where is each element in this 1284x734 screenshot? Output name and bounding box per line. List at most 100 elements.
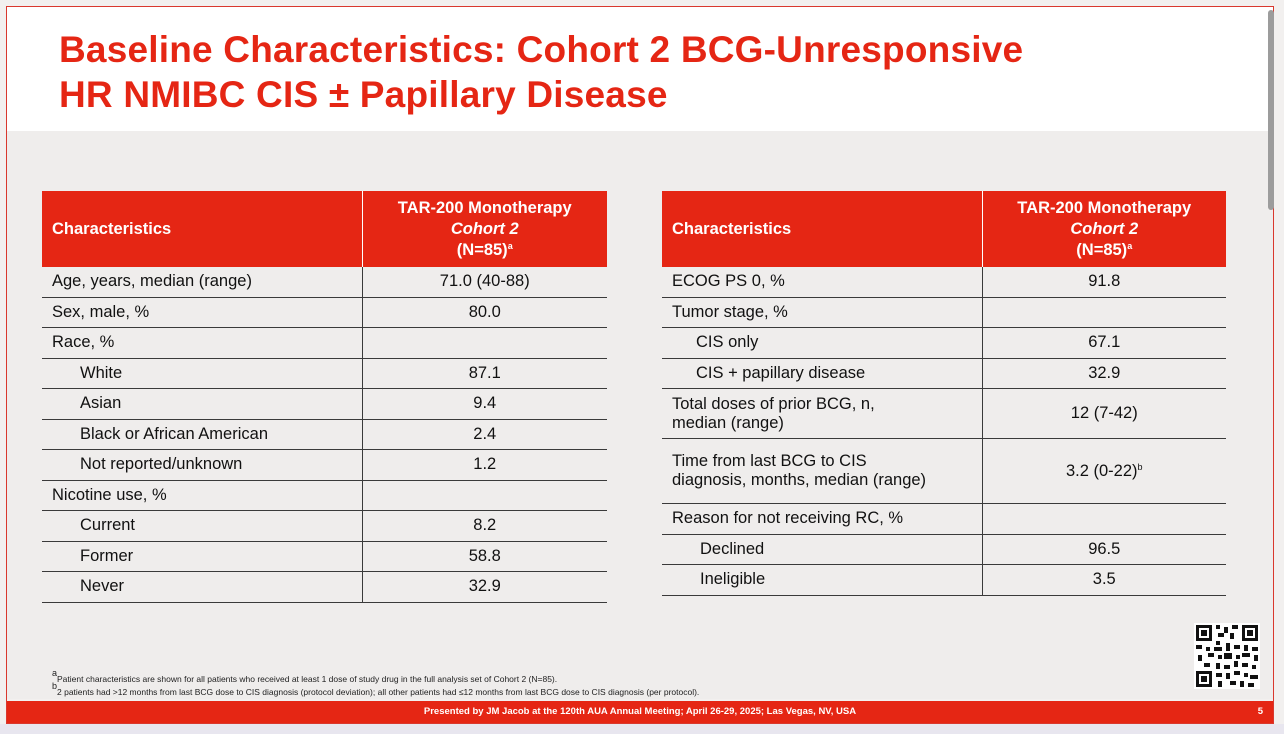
- slide-title-line1: Baseline Characteristics: Cohort 2 BCG-U…: [59, 29, 1024, 70]
- row-label-line1: Total doses of prior BCG, n,: [672, 394, 875, 413]
- row-label: CIS + papillary disease: [662, 358, 982, 389]
- row-value: 32.9: [981, 358, 1226, 389]
- slide-title: Baseline Characteristics: Cohort 2 BCG-U…: [59, 27, 1023, 117]
- row-value: 1.2: [361, 449, 607, 481]
- table-row: Time from last BCG to CIS diagnosis, mon…: [662, 438, 1226, 504]
- table-header-row: Characteristics TAR-200 Monotherapy Coho…: [42, 191, 607, 267]
- header-characteristics: Characteristics: [662, 191, 982, 267]
- row-label: Asian: [42, 388, 362, 420]
- footnote-b-text: 2 patients had >12 months from last BCG …: [57, 687, 700, 697]
- row-label: CIS only: [662, 327, 982, 359]
- header-cohort: Cohort 2: [1070, 219, 1139, 238]
- table-row: Reason for not receiving RC, %: [662, 503, 1226, 535]
- header-tar200-line1: TAR-200 Monotherapy: [1017, 198, 1192, 217]
- table-row: Declined 96.5: [662, 534, 1226, 565]
- window-bottom-strip: [0, 724, 1284, 734]
- row-value: 32.9: [361, 571, 607, 603]
- page-number: 5: [1257, 706, 1263, 717]
- characteristics-table-left: Characteristics TAR-200 Monotherapy Coho…: [42, 191, 607, 603]
- header-sup: a: [507, 240, 513, 251]
- row-value: 96.5: [981, 534, 1226, 565]
- row-label: Reason for not receiving RC, %: [662, 503, 982, 535]
- row-value: 91.8: [981, 267, 1226, 298]
- footnote-a-mark: a: [52, 668, 58, 678]
- footnote-a-text: Patient characteristics are shown for al…: [57, 674, 558, 684]
- row-value: [981, 503, 1226, 535]
- title-band: Baseline Characteristics: Cohort 2 BCG-U…: [7, 7, 1273, 131]
- header-n: (N=85): [1076, 240, 1128, 259]
- row-value: 12 (7-42): [981, 388, 1226, 439]
- row-value: 2.4: [361, 419, 607, 450]
- row-value: 80.0: [361, 297, 607, 328]
- row-label: Sex, male, %: [42, 297, 362, 328]
- row-label: Declined: [662, 534, 982, 565]
- header-tar200: TAR-200 Monotherapy Cohort 2 (N=85)a: [981, 191, 1226, 267]
- table-row: Sex, male, % 80.0: [42, 297, 607, 328]
- row-label: Never: [42, 571, 362, 603]
- row-label-line1: Time from last BCG to CIS: [672, 452, 867, 470]
- footnote-a: aPatient characteristics are shown for a…: [52, 669, 699, 686]
- header-sup: a: [1127, 240, 1133, 251]
- row-label: ECOG PS 0, %: [662, 267, 982, 298]
- qr-code-graphic: [1194, 623, 1260, 689]
- row-value: 3.2 (0-22)b: [981, 438, 1226, 504]
- header-n: (N=85): [456, 240, 508, 259]
- row-value: 71.0 (40-88): [361, 267, 607, 298]
- row-value: [361, 327, 607, 359]
- characteristics-table-right: Characteristics TAR-200 Monotherapy Coho…: [662, 191, 1226, 596]
- row-value: 67.1: [981, 327, 1226, 359]
- slide-title-line2: HR NMIBC CIS ± Papillary Disease: [59, 74, 668, 115]
- table-row: Total doses of prior BCG, n, median (ran…: [662, 388, 1226, 439]
- row-label: Total doses of prior BCG, n, median (ran…: [662, 388, 982, 439]
- table-row: Race, %: [42, 327, 607, 359]
- header-tar200-line1: TAR-200 Monotherapy: [397, 198, 572, 217]
- presented-by-text: Presented by JM Jacob at the 120th AUA A…: [423, 706, 857, 717]
- qr-code-icon: [1194, 623, 1260, 689]
- table-header-row: Characteristics TAR-200 Monotherapy Coho…: [662, 191, 1226, 267]
- row-label: Former: [42, 541, 362, 572]
- row-label: White: [42, 358, 362, 389]
- table-row: CIS only 67.1: [662, 327, 1226, 359]
- header-characteristics: Characteristics: [42, 191, 362, 267]
- table-row: Ineligible 3.5: [662, 564, 1226, 596]
- row-label: Time from last BCG to CIS diagnosis, mon…: [662, 438, 982, 504]
- row-value: 9.4: [361, 388, 607, 420]
- row-label-line2: diagnosis, months, median (range): [672, 471, 927, 489]
- table-row: Not reported/unknown 1.2: [42, 449, 607, 481]
- row-label: Race, %: [42, 327, 362, 359]
- row-value: 3.5: [981, 564, 1226, 596]
- table-row: CIS + papillary disease 32.9: [662, 358, 1226, 389]
- table-row: Nicotine use, %: [42, 480, 607, 511]
- table-row: Age, years, median (range) 71.0 (40-88): [42, 267, 607, 298]
- table-row: Black or African American 2.4: [42, 419, 607, 450]
- row-label-line2: median (range): [672, 413, 784, 432]
- row-label: Black or African American: [42, 419, 362, 450]
- row-value: 58.8: [361, 541, 607, 572]
- scrollbar-thumb[interactable]: [1268, 10, 1274, 210]
- footnote-b: b2 patients had >12 months from last BCG…: [52, 682, 700, 699]
- table-row: ECOG PS 0, % 91.8: [662, 267, 1226, 298]
- table-row: Never 32.9: [42, 571, 607, 603]
- table-row: Tumor stage, %: [662, 297, 1226, 328]
- row-label: Tumor stage, %: [662, 297, 982, 328]
- row-value: 87.1: [361, 358, 607, 389]
- footer-bar: Presented by JM Jacob at the 120th AUA A…: [7, 701, 1273, 723]
- header-tar200: TAR-200 Monotherapy Cohort 2 (N=85)a: [361, 191, 607, 267]
- table-row: Current 8.2: [42, 510, 607, 542]
- table-row: Asian 9.4: [42, 388, 607, 420]
- row-label: Current: [42, 510, 362, 542]
- footnotes: aPatient characteristics are shown for a…: [52, 669, 700, 699]
- row-value: [361, 480, 607, 511]
- row-label: Nicotine use, %: [42, 480, 362, 511]
- row-label: Not reported/unknown: [42, 449, 362, 481]
- row-value: 8.2: [361, 510, 607, 542]
- row-value-text: 3.2 (0-22): [1065, 461, 1138, 480]
- table-row: White 87.1: [42, 358, 607, 389]
- table-row: Former 58.8: [42, 541, 607, 572]
- row-value-sup: b: [1137, 461, 1143, 472]
- row-label: Ineligible: [662, 564, 982, 596]
- header-cohort: Cohort 2: [450, 219, 519, 238]
- row-value: [981, 297, 1226, 328]
- footnote-b-mark: b: [52, 681, 58, 691]
- row-label: Age, years, median (range): [42, 267, 362, 298]
